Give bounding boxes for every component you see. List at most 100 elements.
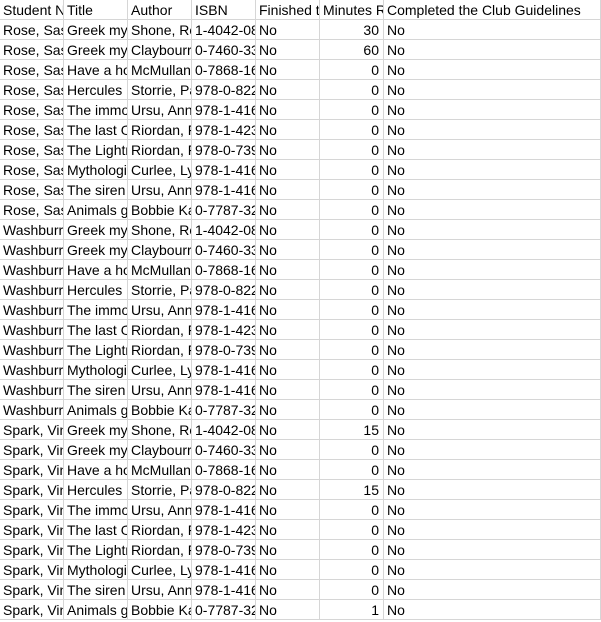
- isbn-cell[interactable]: 0-7787-32:: [192, 600, 256, 620]
- title-cell[interactable]: The Lightn: [64, 340, 128, 360]
- author-cell[interactable]: Curlee, Lyı: [128, 360, 192, 380]
- title-cell[interactable]: The siren :: [64, 180, 128, 200]
- header-cell[interactable]: Minutes R: [320, 0, 384, 20]
- isbn-cell[interactable]: 0-7460-33(: [192, 440, 256, 460]
- completed-cell[interactable]: No: [384, 240, 601, 260]
- author-cell[interactable]: Ursu, Ann: [128, 380, 192, 400]
- completed-cell[interactable]: No: [384, 440, 601, 460]
- header-cell[interactable]: Student N: [0, 0, 64, 20]
- minutes-cell[interactable]: 15: [320, 480, 384, 500]
- title-cell[interactable]: Animals g: [64, 600, 128, 620]
- finished-cell[interactable]: No: [256, 600, 320, 620]
- minutes-cell[interactable]: 0: [320, 460, 384, 480]
- minutes-cell[interactable]: 15: [320, 420, 384, 440]
- completed-cell[interactable]: No: [384, 40, 601, 60]
- minutes-cell[interactable]: 0: [320, 160, 384, 180]
- isbn-cell[interactable]: 978-1-416!: [192, 160, 256, 180]
- minutes-cell[interactable]: 0: [320, 380, 384, 400]
- title-cell[interactable]: Animals g: [64, 200, 128, 220]
- author-cell[interactable]: Riordan, F: [128, 320, 192, 340]
- finished-cell[interactable]: No: [256, 440, 320, 460]
- title-cell[interactable]: Hercules :: [64, 80, 128, 100]
- finished-cell[interactable]: No: [256, 260, 320, 280]
- completed-cell[interactable]: No: [384, 580, 601, 600]
- completed-cell[interactable]: No: [384, 260, 601, 280]
- minutes-cell[interactable]: 0: [320, 140, 384, 160]
- author-cell[interactable]: Riordan, F: [128, 120, 192, 140]
- finished-cell[interactable]: No: [256, 240, 320, 260]
- finished-cell[interactable]: No: [256, 540, 320, 560]
- author-cell[interactable]: Claybourr: [128, 440, 192, 460]
- isbn-cell[interactable]: 978-0-739:: [192, 340, 256, 360]
- student-name-cell[interactable]: Spark, Vin: [0, 600, 64, 620]
- completed-cell[interactable]: No: [384, 480, 601, 500]
- completed-cell[interactable]: No: [384, 280, 601, 300]
- completed-cell[interactable]: No: [384, 80, 601, 100]
- title-cell[interactable]: The Lightn: [64, 140, 128, 160]
- student-name-cell[interactable]: Rose, Sasl: [0, 160, 64, 180]
- student-name-cell[interactable]: Spark, Vin: [0, 440, 64, 460]
- finished-cell[interactable]: No: [256, 400, 320, 420]
- completed-cell[interactable]: No: [384, 420, 601, 440]
- isbn-cell[interactable]: 978-1-416!: [192, 380, 256, 400]
- isbn-cell[interactable]: 978-1-416!: [192, 580, 256, 600]
- isbn-cell[interactable]: 978-1-416!: [192, 100, 256, 120]
- title-cell[interactable]: Animals g: [64, 400, 128, 420]
- finished-cell[interactable]: No: [256, 200, 320, 220]
- completed-cell[interactable]: No: [384, 180, 601, 200]
- title-cell[interactable]: The immo: [64, 500, 128, 520]
- finished-cell[interactable]: No: [256, 460, 320, 480]
- isbn-cell[interactable]: 978-0-822!: [192, 280, 256, 300]
- student-name-cell[interactable]: Washburr: [0, 340, 64, 360]
- minutes-cell[interactable]: 60: [320, 40, 384, 60]
- isbn-cell[interactable]: 0-7787-32:: [192, 200, 256, 220]
- student-name-cell[interactable]: Washburr: [0, 360, 64, 380]
- student-name-cell[interactable]: Spark, Vin: [0, 520, 64, 540]
- student-name-cell[interactable]: Rose, Sasl: [0, 140, 64, 160]
- minutes-cell[interactable]: 0: [320, 80, 384, 100]
- finished-cell[interactable]: No: [256, 380, 320, 400]
- minutes-cell[interactable]: 0: [320, 200, 384, 220]
- title-cell[interactable]: The immo: [64, 100, 128, 120]
- author-cell[interactable]: Bobbie Ka: [128, 400, 192, 420]
- author-cell[interactable]: Ursu, Ann: [128, 180, 192, 200]
- completed-cell[interactable]: No: [384, 60, 601, 80]
- title-cell[interactable]: The last O: [64, 520, 128, 540]
- student-name-cell[interactable]: Spark, Vin: [0, 460, 64, 480]
- author-cell[interactable]: Ursu, Ann: [128, 580, 192, 600]
- author-cell[interactable]: Ursu, Ann: [128, 300, 192, 320]
- finished-cell[interactable]: No: [256, 480, 320, 500]
- author-cell[interactable]: Shone, Ro: [128, 420, 192, 440]
- finished-cell[interactable]: No: [256, 560, 320, 580]
- title-cell[interactable]: Hercules :: [64, 480, 128, 500]
- minutes-cell[interactable]: 0: [320, 120, 384, 140]
- finished-cell[interactable]: No: [256, 160, 320, 180]
- student-name-cell[interactable]: Washburr: [0, 260, 64, 280]
- author-cell[interactable]: Riordan, F: [128, 540, 192, 560]
- minutes-cell[interactable]: 0: [320, 540, 384, 560]
- student-name-cell[interactable]: Rose, Sasl: [0, 40, 64, 60]
- author-cell[interactable]: McMullan: [128, 460, 192, 480]
- minutes-cell[interactable]: 0: [320, 340, 384, 360]
- author-cell[interactable]: Riordan, F: [128, 140, 192, 160]
- finished-cell[interactable]: No: [256, 340, 320, 360]
- completed-cell[interactable]: No: [384, 540, 601, 560]
- isbn-cell[interactable]: 978-1-416!: [192, 500, 256, 520]
- title-cell[interactable]: Mythologi: [64, 160, 128, 180]
- student-name-cell[interactable]: Washburr: [0, 380, 64, 400]
- header-cell[interactable]: Completed the Club Guidelines: [384, 0, 601, 20]
- isbn-cell[interactable]: 978-1-423:: [192, 320, 256, 340]
- title-cell[interactable]: Greek myt: [64, 220, 128, 240]
- finished-cell[interactable]: No: [256, 40, 320, 60]
- completed-cell[interactable]: No: [384, 120, 601, 140]
- isbn-cell[interactable]: 978-1-423:: [192, 120, 256, 140]
- author-cell[interactable]: McMullan: [128, 60, 192, 80]
- isbn-cell[interactable]: 978-0-739:: [192, 140, 256, 160]
- finished-cell[interactable]: No: [256, 280, 320, 300]
- minutes-cell[interactable]: 0: [320, 220, 384, 240]
- author-cell[interactable]: Bobbie Ka: [128, 200, 192, 220]
- minutes-cell[interactable]: 0: [320, 60, 384, 80]
- title-cell[interactable]: Greek myt: [64, 20, 128, 40]
- title-cell[interactable]: The immo: [64, 300, 128, 320]
- isbn-cell[interactable]: 0-7868-16(: [192, 460, 256, 480]
